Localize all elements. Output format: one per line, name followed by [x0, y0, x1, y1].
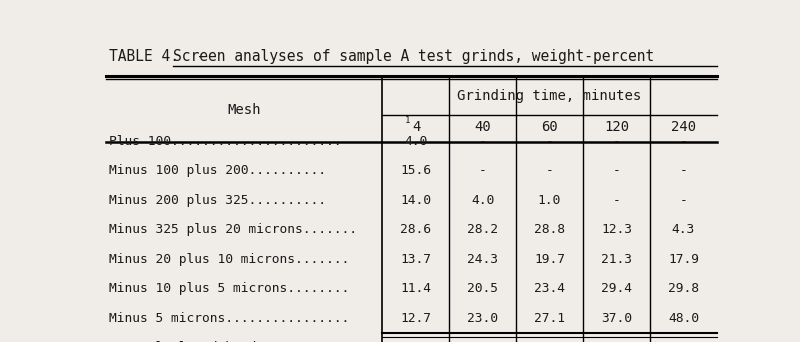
Text: -: -: [613, 194, 620, 207]
Text: 14.0: 14.0: [400, 194, 431, 207]
Text: 100.0: 100.0: [664, 341, 702, 342]
Text: 120: 120: [604, 120, 629, 134]
Text: -: -: [478, 135, 486, 148]
Text: 48.0: 48.0: [668, 312, 699, 325]
Text: 100.0: 100.0: [530, 341, 569, 342]
Text: 4.0: 4.0: [404, 135, 427, 148]
Text: 28.8: 28.8: [534, 223, 565, 236]
Text: 4.0: 4.0: [471, 194, 494, 207]
Text: -: -: [613, 164, 620, 177]
Text: Minus 200 plus 325..........: Minus 200 plus 325..........: [110, 194, 326, 207]
Text: 4.3: 4.3: [672, 223, 695, 236]
Text: 37.0: 37.0: [601, 312, 632, 325]
Text: 19.7: 19.7: [534, 253, 565, 266]
Text: 29.4: 29.4: [601, 282, 632, 295]
Text: 23.0: 23.0: [467, 312, 498, 325]
Text: Minus 325 plus 20 microns.......: Minus 325 plus 20 microns.......: [110, 223, 358, 236]
Text: Minus 100 plus 200..........: Minus 100 plus 200..........: [110, 164, 326, 177]
Text: Minus 5 microns................: Minus 5 microns................: [110, 312, 350, 325]
Text: -: -: [546, 164, 554, 177]
Text: 21.3: 21.3: [601, 253, 632, 266]
Text: Minus 20 plus 10 microns.......: Minus 20 plus 10 microns.......: [110, 253, 350, 266]
Text: 1: 1: [406, 116, 410, 125]
Text: Calculated heads...........: Calculated heads...........: [110, 341, 350, 342]
Text: 40: 40: [474, 120, 491, 134]
Text: 28.2: 28.2: [467, 223, 498, 236]
Text: 100.0: 100.0: [396, 341, 435, 342]
Text: TABLE 4.  -: TABLE 4. -: [110, 50, 214, 64]
Text: 12.3: 12.3: [601, 223, 632, 236]
Text: 60: 60: [541, 120, 558, 134]
Text: 100.0: 100.0: [463, 341, 502, 342]
Text: Plus 100......................: Plus 100......................: [110, 135, 342, 148]
Text: Grinding time, minutes: Grinding time, minutes: [458, 89, 642, 103]
Text: -: -: [679, 135, 687, 148]
Text: -: -: [679, 164, 687, 177]
Text: -: -: [546, 135, 554, 148]
Text: -: -: [613, 135, 620, 148]
Text: 1.0: 1.0: [538, 194, 561, 207]
Text: Minus 10 plus 5 microns........: Minus 10 plus 5 microns........: [110, 282, 350, 295]
Text: 17.9: 17.9: [668, 253, 699, 266]
Text: 240: 240: [671, 120, 696, 134]
Text: Screen analyses of sample A test grinds, weight-percent: Screen analyses of sample A test grinds,…: [173, 50, 654, 64]
Text: 13.7: 13.7: [400, 253, 431, 266]
Text: 29.8: 29.8: [668, 282, 699, 295]
Text: Mesh: Mesh: [227, 103, 261, 117]
Text: 12.7: 12.7: [400, 312, 431, 325]
Text: -: -: [478, 164, 486, 177]
Text: -: -: [679, 194, 687, 207]
Text: 15.6: 15.6: [400, 164, 431, 177]
Text: 28.6: 28.6: [400, 223, 431, 236]
Text: 20.5: 20.5: [467, 282, 498, 295]
Text: 24.3: 24.3: [467, 253, 498, 266]
Text: 11.4: 11.4: [400, 282, 431, 295]
Text: 4: 4: [413, 120, 421, 134]
Text: 27.1: 27.1: [534, 312, 565, 325]
Text: 23.4: 23.4: [534, 282, 565, 295]
Text: 100.0: 100.0: [597, 341, 636, 342]
